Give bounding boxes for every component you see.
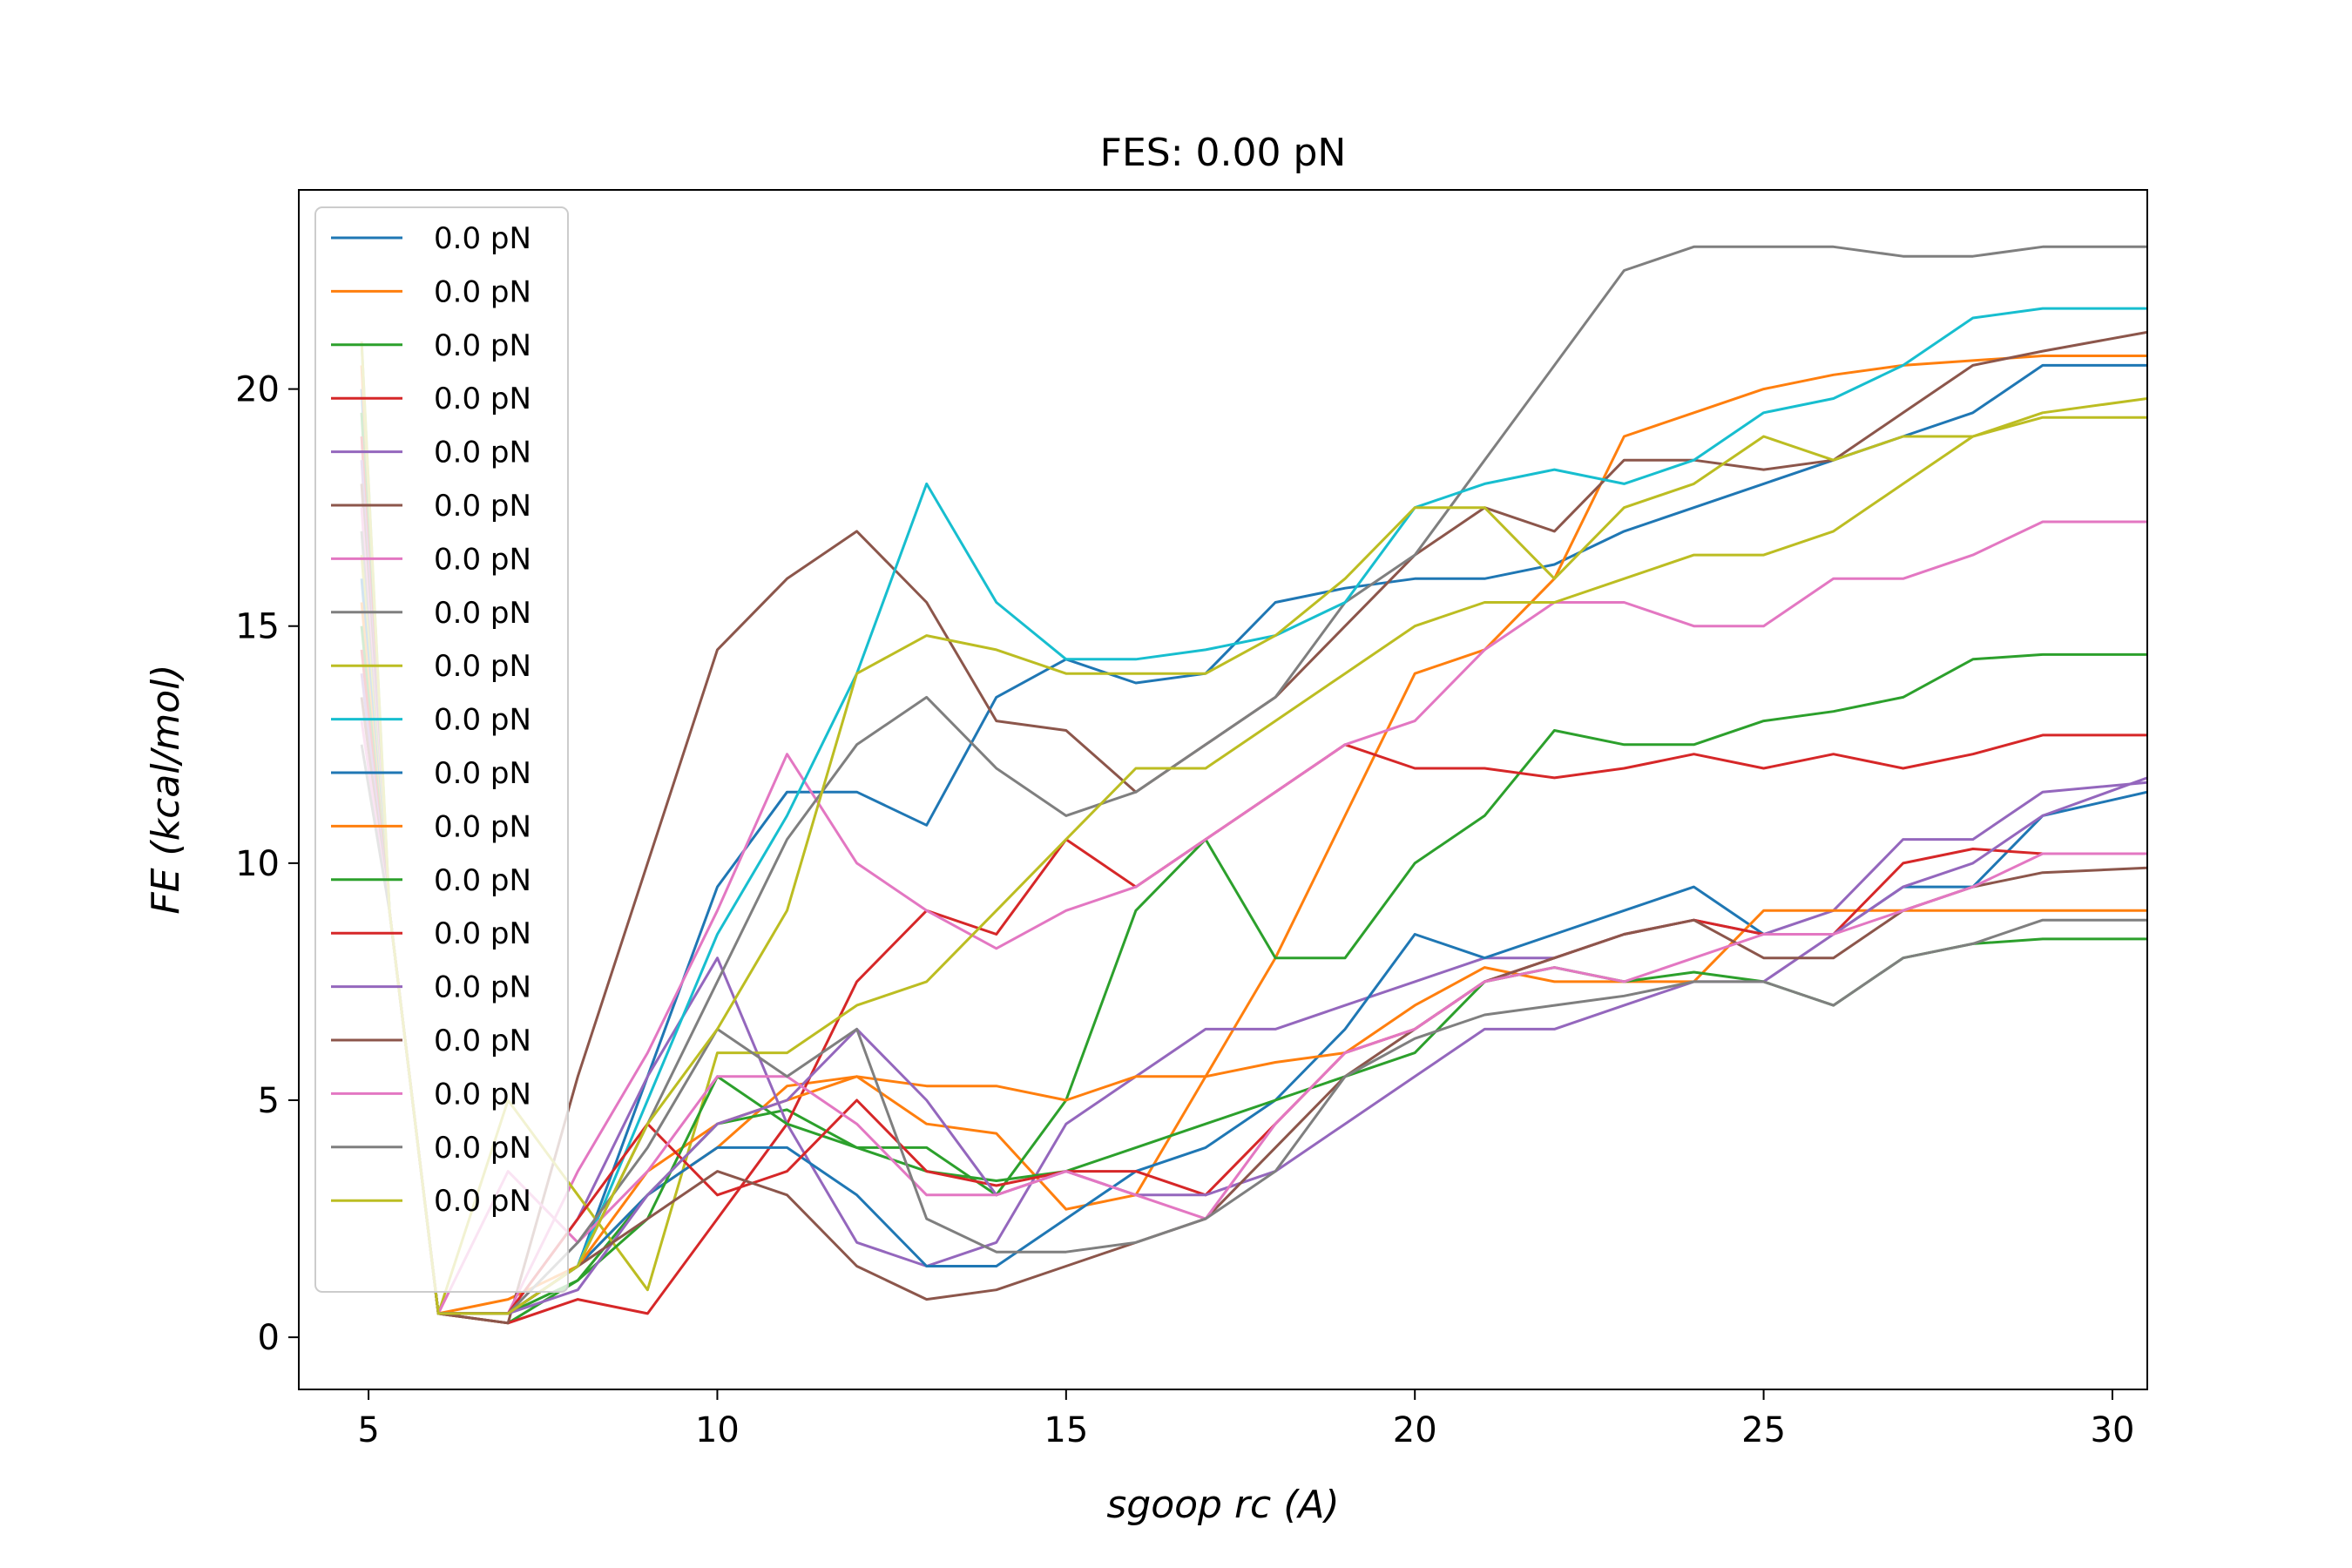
- x-axis-label: sgoop rc (A): [1106, 1483, 1339, 1527]
- legend-entry: 0.0 pN: [434, 1077, 531, 1112]
- legend-entry: 0.0 pN: [434, 970, 531, 1005]
- legend-entry: 0.0 pN: [434, 809, 531, 844]
- legend-entry: 0.0 pN: [434, 274, 531, 309]
- plot-frame: [298, 189, 2148, 1390]
- legend: 0.0 pN 0.0 pN 0.0 pN 0.0 pN 0.0 pN 0.0 pN 0.0 …: [314, 206, 569, 1293]
- series-line-19: [360, 341, 2147, 1315]
- series-line-12: [360, 602, 2147, 1315]
- y-tick-label: 10: [235, 844, 280, 884]
- x-tick-label: 15: [1044, 1410, 1088, 1450]
- y-axis-ticks: 0 5 10 15 20: [235, 370, 299, 1358]
- legend-entry: 0.0 pN: [434, 1131, 531, 1166]
- legend-entry: 0.0 pN: [434, 756, 531, 791]
- legend-entry: 0.0 pN: [434, 649, 531, 684]
- x-tick-label: 25: [1741, 1410, 1786, 1450]
- series-line-5: [360, 460, 2147, 1315]
- legend-entry: 0.0 pN: [434, 382, 531, 416]
- legend-entry: 0.0 pN: [434, 916, 531, 951]
- series-line-18: [360, 744, 2147, 1315]
- x-tick-label: 5: [357, 1410, 379, 1450]
- series-line-15: [360, 673, 2147, 1315]
- series-line-9: [360, 397, 2147, 1315]
- legend-entry: 0.0 pN: [434, 863, 531, 898]
- x-tick-label: 10: [695, 1410, 740, 1450]
- x-axis-ticks: 5 10 15 20 25 30: [357, 1389, 2134, 1450]
- y-tick-label: 20: [235, 370, 280, 410]
- legend-box: [314, 206, 569, 1293]
- legend-entry: 0.0 pN: [434, 489, 531, 524]
- legend-entry: 0.0 pN: [434, 1024, 531, 1058]
- x-tick-label: 30: [2091, 1410, 2135, 1450]
- legend-entry: 0.0 pN: [434, 328, 531, 363]
- y-axis-label: FE (kcal/mol): [144, 664, 188, 914]
- legend-entry: 0.0 pN: [434, 703, 531, 738]
- legend-entry: 0.0 pN: [434, 1184, 531, 1219]
- series-layer: [360, 245, 2147, 1325]
- x-tick-label: 20: [1393, 1410, 1437, 1450]
- legend-entry: 0.0 pN: [434, 221, 531, 256]
- legend-entry: 0.0 pN: [434, 596, 531, 631]
- y-tick-label: 5: [258, 1081, 280, 1121]
- y-tick-label: 0: [258, 1318, 280, 1358]
- chart-title: FES: 0.00 pN: [1100, 131, 1347, 175]
- legend-entry: 0.0 pN: [434, 542, 531, 577]
- legend-entry: 0.0 pN: [434, 436, 531, 470]
- y-tick-label: 15: [235, 607, 280, 647]
- series-line-7: [360, 507, 2147, 1315]
